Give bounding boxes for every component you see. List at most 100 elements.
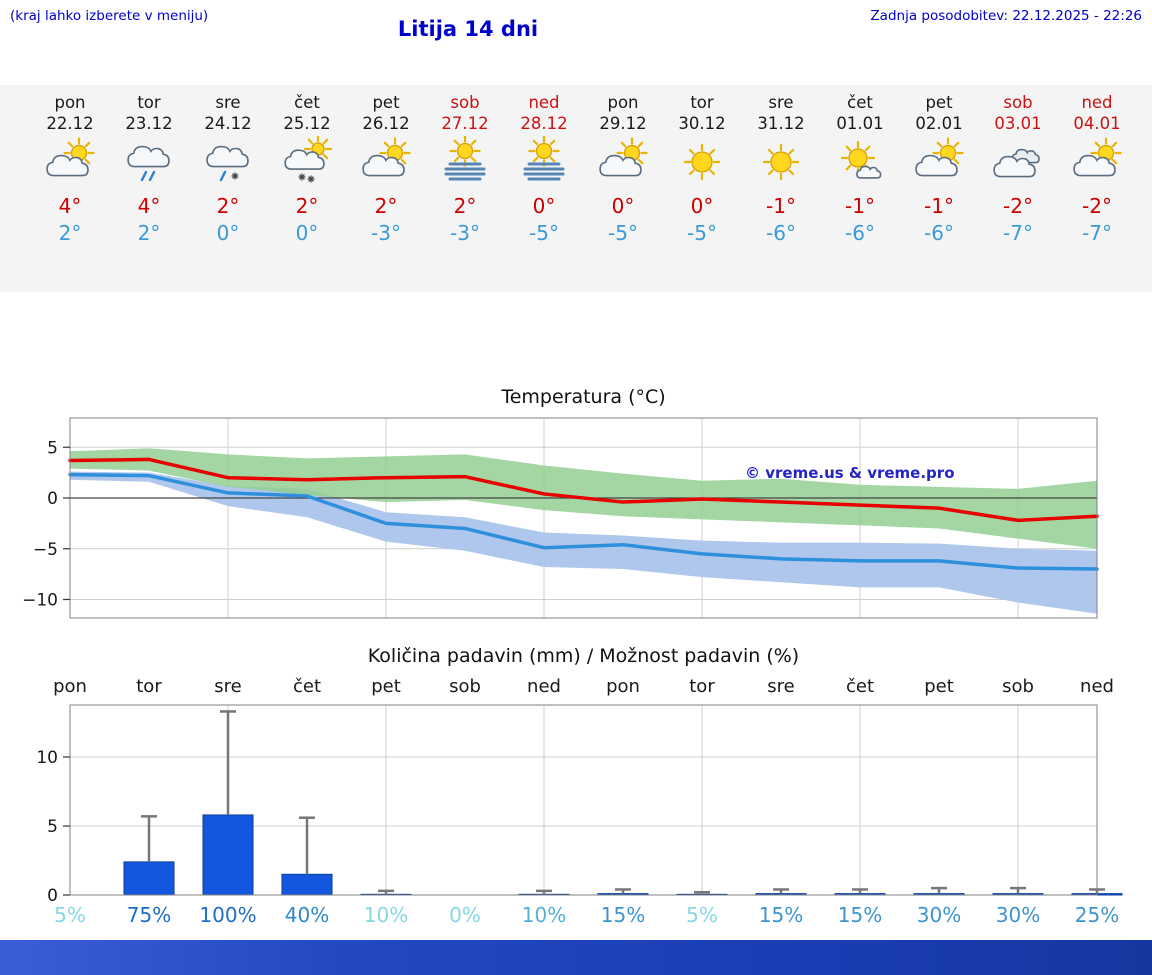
day-date: 22.12 bbox=[46, 114, 94, 133]
sun-cloud-icon bbox=[357, 137, 411, 188]
precip-probability: 75% bbox=[126, 903, 172, 927]
min-temperature: -6° bbox=[845, 221, 875, 245]
forecast-day: čet 25.12 2° 0° bbox=[268, 85, 347, 292]
day-date: 31.12 bbox=[757, 114, 805, 133]
precip-probability: 30% bbox=[995, 903, 1041, 927]
day-name: pon bbox=[607, 93, 639, 112]
day-date: 24.12 bbox=[204, 114, 252, 133]
max-temperature: -2° bbox=[1082, 194, 1112, 218]
min-temperature: 2° bbox=[137, 221, 161, 245]
y-tick-label: −5 bbox=[33, 540, 58, 560]
sunny-icon bbox=[683, 143, 721, 181]
location-hint: (kraj lahko izberete v meniju) bbox=[10, 8, 209, 24]
min-temperature: -7° bbox=[1003, 221, 1033, 245]
day-name: ned bbox=[1081, 93, 1113, 112]
forecast-day: sre 24.12 2° 0° bbox=[189, 85, 268, 292]
forecast-day: tor 30.12 0° -5° bbox=[663, 85, 742, 292]
weather-icon-slot bbox=[31, 136, 110, 190]
watermark: © vreme.us & vreme.pro bbox=[745, 464, 955, 482]
forecast-day: pet 02.01 -1° -6° bbox=[900, 85, 979, 292]
min-temperature: 0° bbox=[216, 221, 240, 245]
forecast-day: pon 29.12 0° -5° bbox=[584, 85, 663, 292]
min-temperature: 2° bbox=[58, 221, 82, 245]
max-temperature: -1° bbox=[924, 194, 954, 218]
day-name: čet bbox=[847, 93, 873, 112]
precip-probability: 5% bbox=[54, 903, 86, 927]
precip-day-label: sre bbox=[767, 676, 794, 697]
day-name: ned bbox=[528, 93, 560, 112]
max-temperature: 0° bbox=[532, 194, 556, 218]
precip-day-label: pet bbox=[371, 676, 401, 697]
day-name: pet bbox=[372, 93, 400, 112]
snow-sun-icon bbox=[278, 134, 333, 183]
min-temperature: -7° bbox=[1082, 221, 1112, 245]
day-date: 04.01 bbox=[1073, 114, 1121, 133]
forecast-day: sre 31.12 -1° -6° bbox=[742, 85, 821, 292]
precip-probability: 15% bbox=[758, 903, 804, 927]
max-temperature: 2° bbox=[374, 194, 398, 218]
precip-day-label: sob bbox=[1002, 676, 1034, 697]
rain-icon bbox=[120, 136, 178, 182]
min-temperature-range-band bbox=[70, 471, 1097, 614]
precip-probability: 15% bbox=[600, 903, 646, 927]
max-temperature: 2° bbox=[295, 194, 319, 218]
forecast-day: ned 28.12 0° -5° bbox=[505, 85, 584, 292]
temperature-chart-title: Temperatura (°C) bbox=[501, 386, 666, 408]
min-temperature-line bbox=[68, 472, 1099, 571]
forecast-day: sob 27.12 2° -3° bbox=[426, 85, 505, 292]
max-temperature: 0° bbox=[611, 194, 635, 218]
weather-icon-slot bbox=[900, 136, 979, 190]
sunny-icon bbox=[762, 143, 800, 181]
page-title: Litija 14 dni bbox=[397, 17, 539, 41]
max-temperature: -1° bbox=[766, 194, 796, 218]
min-temperature: -5° bbox=[608, 221, 638, 245]
precip-probability: 10% bbox=[521, 903, 567, 927]
precip-day-label: sre bbox=[214, 676, 241, 697]
precip-day-label: sob bbox=[449, 676, 481, 697]
precip-probability: 40% bbox=[284, 903, 330, 927]
day-name: čet bbox=[294, 93, 320, 112]
day-name: pon bbox=[54, 93, 86, 112]
min-temperature: -6° bbox=[924, 221, 954, 245]
day-date: 29.12 bbox=[599, 114, 647, 133]
precip-day-label: ned bbox=[1080, 676, 1114, 697]
precipitation-chart: pon tor sre čet pet sob ned pon tor sre čet pet sob n… bbox=[36, 676, 1123, 903]
forecast-day: tor 23.12 4° 2° bbox=[110, 85, 189, 292]
day-date: 28.12 bbox=[520, 114, 568, 133]
min-temperature: -5° bbox=[529, 221, 559, 245]
min-temperature: -6° bbox=[766, 221, 796, 245]
day-name: tor bbox=[137, 93, 161, 112]
day-date: 23.12 bbox=[125, 114, 173, 133]
precip-day-label: pet bbox=[924, 676, 954, 697]
sleet-icon bbox=[199, 136, 257, 182]
forecast-day: čet 01.01 -1° -6° bbox=[821, 85, 900, 292]
precip-bar bbox=[281, 873, 333, 896]
precip-probability: 5% bbox=[686, 903, 718, 927]
weather-icon-slot bbox=[821, 136, 900, 190]
plot-border bbox=[69, 704, 1098, 896]
day-name: tor bbox=[690, 93, 714, 112]
precip-probability: 10% bbox=[363, 903, 409, 927]
day-date: 01.01 bbox=[836, 114, 884, 133]
precip-probability: 0% bbox=[449, 903, 481, 927]
precip-bar bbox=[202, 814, 254, 896]
bottom-banner[interactable] bbox=[0, 940, 1152, 975]
day-date: 25.12 bbox=[283, 114, 331, 133]
sun-cloud-icon bbox=[594, 137, 648, 188]
day-date: 03.01 bbox=[994, 114, 1042, 133]
max-temperature: 2° bbox=[453, 194, 477, 218]
max-temperature: -2° bbox=[1003, 194, 1033, 218]
sun-cloud-icon bbox=[41, 137, 95, 188]
max-temperature: 4° bbox=[58, 194, 82, 218]
weather-icon-slot bbox=[426, 135, 505, 190]
max-temperature-line bbox=[68, 457, 1099, 523]
precip-probability: 25% bbox=[1074, 903, 1120, 927]
y-tick-label: 5 bbox=[47, 817, 58, 837]
min-temperature: -5° bbox=[687, 221, 717, 245]
last-update: Zadnja posodobitev: 22.12.2025 - 22:26 bbox=[870, 8, 1142, 24]
temperature-chart: 5 0 −5 −10 © vreme.us & vreme.pro bbox=[22, 417, 1099, 619]
precip-day-label: čet bbox=[846, 676, 874, 697]
precipitation-chart-title: Količina padavin (mm) / Možnost padavin … bbox=[367, 645, 800, 667]
day-date: 27.12 bbox=[441, 114, 489, 133]
day-date: 02.01 bbox=[915, 114, 963, 133]
